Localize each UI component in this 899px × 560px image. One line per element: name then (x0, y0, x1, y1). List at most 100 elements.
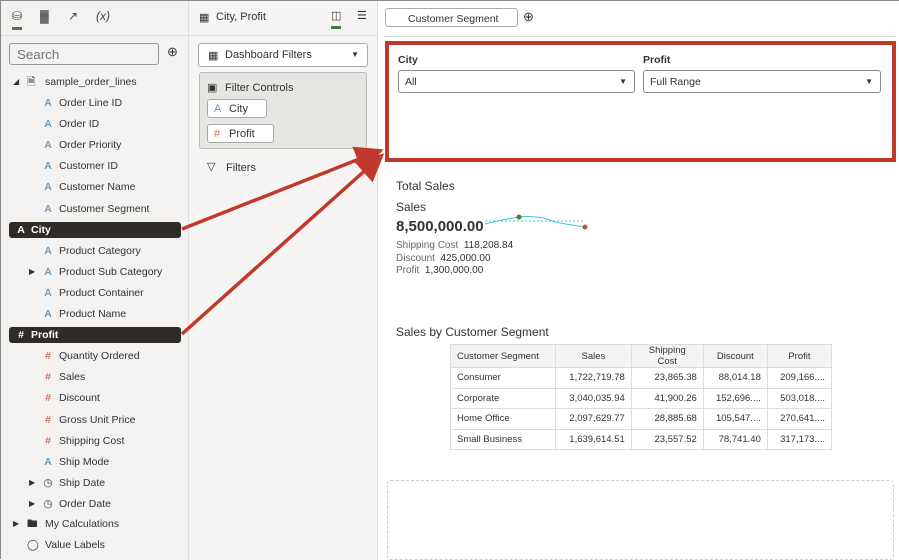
field-label: Order ID (59, 118, 100, 131)
field-label: Product Category (59, 244, 141, 257)
attribute-icon: A (44, 118, 52, 131)
field-shipping-cost[interactable]: # Shipping Cost (9, 433, 181, 449)
dashboard-filters-dropdown[interactable]: ▦ Dashboard Filters ▼ (198, 43, 368, 67)
field-label: Customer Segment (59, 202, 150, 215)
filter-controls-label: Filter Controls (225, 82, 294, 94)
my-calculations-folder[interactable]: ▶ 🖿 My Calculations (13, 518, 120, 530)
field-label: Gross Unit Price (59, 413, 136, 426)
field-label: Discount (59, 392, 100, 405)
city-filter-label: City (398, 54, 418, 66)
profit-filter-select[interactable]: Full Range ▼ (643, 70, 881, 93)
canvas-tab-customer-segment[interactable]: Customer Segment (385, 8, 518, 27)
field-customer-segment[interactable]: A Customer Segment (9, 201, 181, 217)
arrow-profit (180, 153, 385, 336)
tag-icon: ◯ (27, 539, 39, 551)
dataset-item[interactable]: ◢ 🗎 sample_order_lines (13, 76, 137, 88)
panel-title: City, Profit (216, 11, 266, 23)
add-canvas-icon[interactable]: ⊕ (523, 9, 534, 24)
field-label: Ship Mode (59, 455, 110, 468)
measure-icon: # (45, 392, 51, 405)
measure-icon: # (45, 413, 51, 426)
secondary-value: 118,208.84 (463, 240, 514, 251)
field-city[interactable]: A City (9, 221, 181, 238)
city-filter-select[interactable]: All ▼ (398, 70, 635, 93)
field-label: Order Line ID (59, 97, 123, 109)
field-label: Order Priority (59, 139, 122, 152)
layout-icon[interactable]: ◫ (331, 9, 342, 29)
attribute-icon: A (17, 223, 25, 236)
filter-controls-icon: ▣ (207, 82, 218, 94)
filters-label[interactable]: Filters (226, 162, 256, 174)
attribute-icon: A (44, 455, 52, 468)
analytics-icon[interactable]: ↗ (68, 9, 79, 23)
sparkline-max-point (516, 214, 522, 220)
field-sales[interactable]: # Sales (9, 369, 181, 385)
profit-value: Full Range (650, 76, 701, 88)
field-order-id[interactable]: A Order ID (9, 116, 181, 132)
calculations-tab[interactable]: (x) (96, 9, 110, 23)
tile-measure: Sales (396, 200, 427, 214)
search-input[interactable] (9, 43, 159, 65)
measure-icon: # (45, 371, 51, 384)
field-label: Quantity Ordered (59, 350, 140, 363)
sparkline-line (485, 216, 586, 228)
field-gross-unit-price[interactable]: # Gross Unit Price (9, 412, 181, 428)
field-order-date[interactable]: ▶ ◷ Order Date (9, 496, 181, 512)
field-order-line-id[interactable]: A Order Line ID (9, 95, 181, 111)
expand-icon[interactable]: ▶ (29, 498, 36, 508)
field-label: Order Date (59, 497, 111, 510)
expand-icon[interactable]: ▶ (29, 477, 36, 487)
expand-icon[interactable]: ▶ (13, 519, 20, 528)
field-order-priority[interactable]: A Order Priority (9, 137, 181, 153)
measure-icon: # (214, 128, 221, 140)
field-ship-mode[interactable]: A Ship Mode (9, 454, 181, 470)
field-quantity-ordered[interactable]: # Quantity Ordered (9, 348, 181, 364)
column-header[interactable]: Shipping Cost (630, 344, 704, 368)
field-label: Customer ID (59, 160, 118, 173)
table-row: Corporate 3,040,035.94 41,900.26 152,696...… (450, 387, 833, 409)
field-customer-id[interactable]: A Customer ID (9, 158, 181, 174)
add-icon[interactable]: ⊕ (167, 44, 178, 59)
field-product-container[interactable]: A Product Container (9, 285, 181, 301)
field-ship-date[interactable]: ▶ ◷ Ship Date (9, 475, 181, 491)
field-label: Profit (31, 329, 59, 342)
attribute-icon: A (44, 160, 52, 173)
field-label: Product Name (59, 308, 127, 320)
filters-panel: ▦ City, Profit ◫ ☰ ▦ Dashboard Filters ▼… (189, 1, 378, 560)
secondary-label: Shipping Cost (396, 240, 459, 251)
field-product-category[interactable]: A Product Category (9, 243, 181, 259)
field-product-name[interactable]: A Product Name (9, 306, 181, 322)
chip-label: City (229, 103, 248, 115)
sparkline-min-point (582, 224, 588, 230)
profit-chip[interactable]: # Profit (207, 124, 274, 143)
data-icon[interactable]: ⛁ (12, 9, 23, 30)
measure-icon: # (45, 350, 51, 363)
field-label: Ship Date (59, 476, 106, 489)
column-header[interactable]: Customer Segment (450, 344, 556, 368)
visualizations-icon[interactable]: ▓ (40, 9, 49, 23)
secondary-value: 1,300,000.00 (424, 265, 484, 276)
field-discount[interactable]: # Discount (9, 390, 181, 406)
chip-label: Profit (229, 128, 255, 140)
expand-icon[interactable]: ▶ (29, 266, 36, 276)
tile-title: Total Sales (396, 179, 455, 193)
sparkline (485, 214, 588, 230)
field-profit[interactable]: # Profit (9, 327, 181, 344)
dropdown-label: Dashboard Filters (225, 49, 312, 61)
properties-icon[interactable]: ☰ (357, 10, 367, 22)
filter-control-icon: ▦ (199, 12, 210, 24)
attribute-icon: A (44, 286, 52, 299)
field-product-sub-category[interactable]: ▶ A Product Sub Category (9, 264, 181, 280)
arrow-city (181, 146, 384, 231)
sales-table: Customer Segment Sales Shipping Cost Discou… (450, 344, 833, 450)
city-chip[interactable]: A City (207, 99, 267, 118)
column-header[interactable]: Profit (766, 344, 833, 368)
collapse-icon[interactable]: ◢ (13, 77, 20, 86)
field-customer-name[interactable]: A Customer Name (9, 179, 181, 195)
table-cell: 317,173.... (766, 428, 833, 450)
value-labels-item[interactable]: ◯ Value Labels (27, 539, 105, 551)
column-header[interactable]: Sales (554, 344, 632, 368)
table-row: Small Business 1,639,614.51 23,557.52 78,74… (450, 428, 833, 450)
attribute-icon: A (44, 308, 52, 320)
column-header[interactable]: Discount (702, 344, 768, 368)
